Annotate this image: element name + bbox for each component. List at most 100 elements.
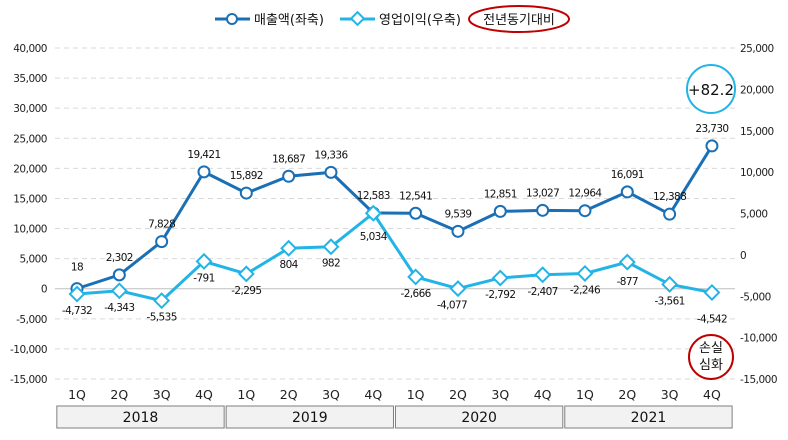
legend-diamond-marker-icon	[349, 10, 366, 27]
operating-profit-data-label: -5,535	[147, 312, 177, 324]
operating-profit-point	[322, 238, 340, 256]
x-tick-label: 2Q	[449, 387, 467, 402]
left-tick-label: 35,000	[13, 73, 47, 85]
year-label: 2020	[461, 410, 497, 426]
operating-profit-data-label: -2,792	[485, 289, 515, 301]
series-line-operating-profit	[76, 211, 713, 303]
operating-profit-point	[153, 292, 171, 310]
operating-profit-data-label: 5,034	[360, 231, 388, 243]
legend-circle-marker-icon	[226, 13, 238, 25]
left-tick-label: 25,000	[13, 133, 47, 145]
revenue-data-label: 18,687	[272, 153, 305, 165]
operating-profit-data-label: 982	[322, 258, 340, 270]
revenue-point	[282, 169, 296, 183]
right-tick-label: 10,000	[740, 167, 774, 179]
operating-profit-point	[237, 265, 255, 283]
operating-profit-data-label: -4,343	[104, 302, 134, 314]
operating-profit-data-label: -4,077	[437, 300, 467, 312]
left-tick-label: 5,000	[19, 254, 47, 266]
operating-profit-data-label: -791	[193, 272, 214, 284]
revenue-data-label: 13,027	[526, 187, 559, 199]
right-tick-label: -10,000	[740, 333, 777, 345]
year-box	[564, 405, 733, 429]
operating-profit-point	[110, 282, 128, 300]
x-tick-label: 4Q	[195, 387, 213, 402]
revenue-point	[324, 165, 338, 179]
year-label: 2019	[292, 410, 328, 426]
revenue-point	[705, 139, 719, 153]
x-tick-label: 2Q	[618, 387, 636, 402]
revenue-data-label: 15,892	[230, 170, 263, 182]
x-tick-label: 1Q	[407, 387, 425, 402]
growth-annotation-label: +82.2	[688, 81, 734, 99]
revenue-data-label: 12,388	[653, 191, 686, 203]
revenue-point	[239, 186, 253, 200]
operating-profit-point	[618, 253, 636, 271]
year-label: 2018	[123, 410, 159, 426]
x-tick-label: 2Q	[110, 387, 128, 402]
left-tick-label: -10,000	[10, 344, 47, 356]
operating-profit-point	[661, 275, 679, 293]
x-tick-label: 2Q	[280, 387, 298, 402]
legend-operating-profit-label: 영업이익(우축)	[379, 13, 461, 28]
operating-profit-point	[280, 239, 298, 257]
revenue-point	[409, 206, 423, 220]
x-tick-label: 3Q	[322, 387, 340, 402]
x-tick-label: 4Q	[534, 387, 552, 402]
revenue-data-label: 12,964	[568, 188, 602, 200]
right-tick-label: 25,000	[740, 43, 774, 55]
left-tick-label: 30,000	[13, 103, 47, 115]
loss-annotation-circle	[688, 334, 734, 380]
operating-profit-data-label: -877	[617, 276, 638, 288]
legend-compare-label: 전년동기대비	[483, 13, 555, 28]
operating-profit-point	[364, 204, 382, 222]
operating-profit-data-label: -4,732	[62, 305, 92, 317]
left-tick-label: 20,000	[13, 163, 47, 175]
operating-profit-point	[68, 285, 86, 303]
operating-profit-data-label: -2,407	[528, 286, 558, 298]
operating-profit-point	[491, 269, 509, 287]
revenue-data-label: 19,336	[314, 149, 348, 161]
revenue-point	[197, 165, 211, 179]
operating-profit-point	[449, 280, 467, 298]
right-tick-label: -5,000	[740, 291, 771, 303]
operating-profit-point	[576, 264, 594, 282]
revenue-data-label: 12,583	[357, 190, 390, 202]
x-tick-label: 1Q	[576, 387, 594, 402]
revenue-point	[112, 268, 126, 282]
operating-profit-point	[703, 283, 721, 301]
year-box	[225, 405, 394, 429]
year-box	[56, 405, 225, 429]
operating-profit-data-label: -3,561	[654, 295, 684, 307]
left-tick-label: 40,000	[13, 43, 47, 55]
revenue-data-label: 7,828	[148, 219, 175, 231]
year-box	[394, 405, 564, 429]
left-tick-label: 0	[41, 284, 47, 296]
left-tick-label: 10,000	[13, 224, 47, 236]
revenue-data-label: 16,091	[611, 169, 644, 181]
revenue-point	[451, 224, 465, 238]
revenue-data-label: 12,851	[484, 188, 517, 200]
x-tick-label: 3Q	[661, 387, 679, 402]
right-tick-label: -15,000	[740, 374, 777, 386]
revenue-data-label: 18	[71, 262, 83, 274]
revenue-point	[536, 203, 550, 217]
revenue-point	[663, 207, 677, 221]
compare-ellipse	[468, 5, 570, 33]
revenue-point	[620, 185, 634, 199]
operating-profit-data-label: 804	[280, 259, 299, 271]
revenue-point	[155, 235, 169, 249]
x-tick-label: 3Q	[153, 387, 171, 402]
x-tick-label: 4Q	[364, 387, 382, 402]
operating-profit-data-label: -2,295	[231, 285, 261, 297]
operating-profit-point	[195, 252, 213, 270]
right-tick-label: 20,000	[740, 84, 774, 96]
right-tick-label: 5,000	[740, 209, 768, 221]
loss-annotation-label: 손실	[699, 341, 723, 356]
growth-annotation-circle	[686, 64, 736, 114]
revenue-data-label: 23,730	[695, 123, 728, 135]
revenue-point	[578, 204, 592, 218]
revenue-data-label: 19,421	[187, 149, 220, 161]
revenue-point	[493, 204, 507, 218]
revenue-data-label: 2,302	[106, 252, 133, 264]
